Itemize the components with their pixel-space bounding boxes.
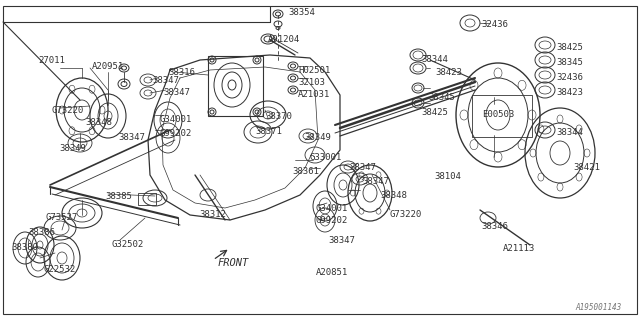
- Text: A20951: A20951: [92, 62, 124, 71]
- Text: 32436: 32436: [481, 20, 508, 29]
- Text: E00503: E00503: [482, 110, 515, 119]
- Text: H02501: H02501: [298, 66, 330, 75]
- Text: 38347: 38347: [163, 88, 190, 97]
- Text: G73527: G73527: [45, 213, 77, 222]
- Text: G73220: G73220: [52, 106, 84, 115]
- Text: 38370: 38370: [265, 112, 292, 121]
- Text: 32436: 32436: [556, 73, 583, 82]
- Text: G22532: G22532: [43, 265, 76, 274]
- Text: A195001143: A195001143: [576, 303, 622, 312]
- Text: 38349: 38349: [59, 144, 86, 153]
- Text: G33001: G33001: [310, 153, 342, 162]
- Text: 38349: 38349: [304, 133, 331, 142]
- Text: G34001: G34001: [160, 115, 192, 124]
- Text: 38104: 38104: [434, 172, 461, 181]
- Text: 38347: 38347: [118, 133, 145, 142]
- Text: 38347: 38347: [362, 177, 389, 186]
- Text: 38345: 38345: [428, 93, 455, 102]
- Text: 38344: 38344: [556, 128, 583, 137]
- Text: 38312: 38312: [199, 210, 226, 219]
- Text: 38347: 38347: [328, 236, 355, 245]
- Text: 38423: 38423: [435, 68, 462, 77]
- Text: 38345: 38345: [556, 58, 583, 67]
- Text: 38371: 38371: [255, 127, 282, 136]
- Text: 38347: 38347: [349, 163, 376, 172]
- Text: 38354: 38354: [288, 8, 315, 17]
- Text: G99202: G99202: [316, 216, 348, 225]
- Text: G32502: G32502: [112, 240, 144, 249]
- Text: 38316: 38316: [168, 68, 195, 77]
- Text: 32103: 32103: [298, 78, 325, 87]
- Text: 38346: 38346: [481, 222, 508, 231]
- Text: 38425: 38425: [556, 43, 583, 52]
- Text: 38348: 38348: [85, 118, 112, 127]
- Text: A91204: A91204: [268, 35, 300, 44]
- Text: 38386: 38386: [28, 228, 55, 237]
- Text: 38380: 38380: [11, 243, 38, 252]
- Text: G34001: G34001: [316, 204, 348, 213]
- Text: 38347: 38347: [152, 76, 179, 85]
- Bar: [138, 193, 156, 205]
- Text: 38385: 38385: [105, 192, 132, 201]
- Text: 38423: 38423: [556, 88, 583, 97]
- Text: FRONT: FRONT: [218, 258, 249, 268]
- Text: 38344: 38344: [421, 55, 448, 64]
- Text: 38425: 38425: [421, 108, 448, 117]
- Text: 38348: 38348: [380, 191, 407, 200]
- Text: 38421: 38421: [573, 163, 600, 172]
- Text: A20851: A20851: [316, 268, 348, 277]
- Text: A21031: A21031: [298, 90, 330, 99]
- Text: G99202: G99202: [160, 129, 192, 138]
- Text: 27011: 27011: [38, 56, 65, 65]
- Bar: [208, 56, 263, 116]
- Text: A21113: A21113: [503, 244, 535, 253]
- Text: 38361: 38361: [292, 167, 319, 176]
- Text: G73220: G73220: [389, 210, 421, 219]
- Bar: [472, 95, 532, 137]
